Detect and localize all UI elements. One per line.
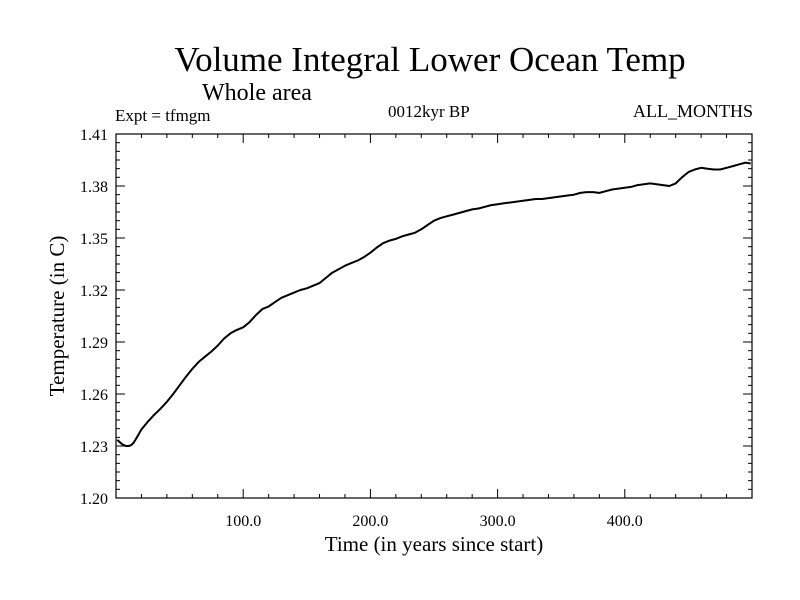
chart-title: Volume Integral Lower Ocean Temp <box>174 40 686 79</box>
y-tick-label: 1.41 <box>80 127 108 144</box>
y-tick-label: 1.20 <box>80 491 108 508</box>
y-axis-label: Temperature (in C) <box>45 236 69 397</box>
tick-labels: 1.20 1.23 1.26 1.29 1.32 1.35 1.38 1.41 100.0 200… <box>80 127 643 530</box>
x-tick-label: 300.0 <box>480 513 516 530</box>
y-tick-label: 1.35 <box>80 231 108 248</box>
y-tick-label: 1.23 <box>80 439 108 456</box>
y-tick-label: 1.32 <box>80 283 108 300</box>
x-tick-label: 200.0 <box>352 513 388 530</box>
y-tick-label: 1.38 <box>80 179 108 196</box>
period-label: 0012kyr BP <box>388 102 470 121</box>
y-tick-label: 1.26 <box>80 387 108 404</box>
x-axis-label: Time (in years since start) <box>325 532 544 556</box>
months-label: ALL_MONTHS <box>633 101 753 121</box>
tick-marks <box>116 133 753 499</box>
series-layer <box>116 161 751 447</box>
x-tick-label: 400.0 <box>607 513 643 530</box>
experiment-label: Expt = tfmgm <box>115 106 211 125</box>
series-line <box>116 161 751 447</box>
plot-frame <box>115 133 753 499</box>
x-tick-label: 100.0 <box>225 513 261 530</box>
chart-subtitle: Whole area <box>202 80 312 106</box>
y-tick-label: 1.29 <box>80 335 108 352</box>
